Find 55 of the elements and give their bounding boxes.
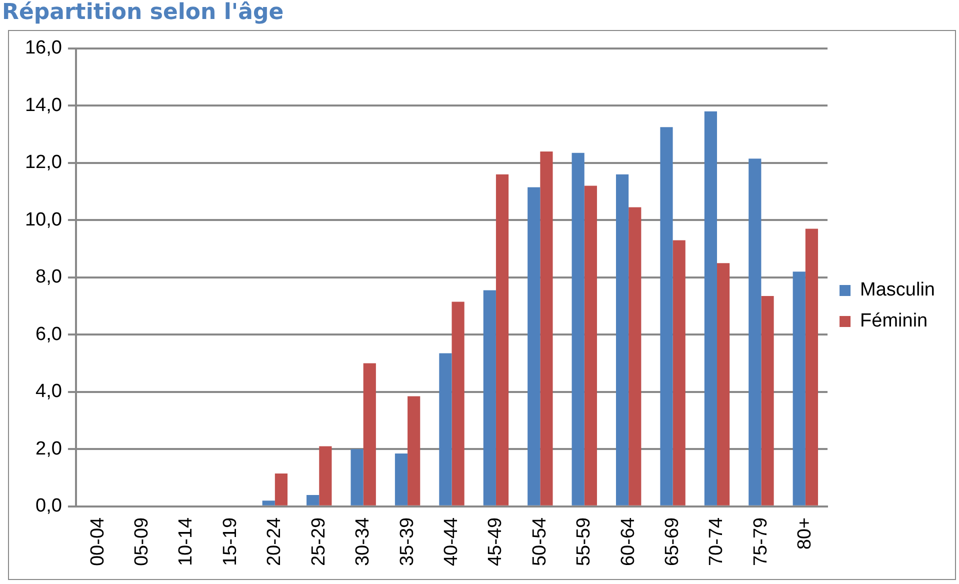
x-tick-label: 70-74 xyxy=(706,516,728,566)
x-tick-label: 45-49 xyxy=(485,517,506,566)
x-tick-label: 35-39 xyxy=(396,517,418,566)
y-tick-label: 16,0 xyxy=(24,38,62,59)
bar xyxy=(672,240,686,506)
bar xyxy=(528,187,540,506)
x-tick-label: 80+ xyxy=(794,517,816,550)
y-tick-label: 8,0 xyxy=(36,266,62,288)
bar xyxy=(572,152,584,506)
legend-label: Masculin xyxy=(860,280,936,301)
y-tick-label: 4,0 xyxy=(36,381,62,402)
y-tick-label: 14,0 xyxy=(24,94,62,116)
bar xyxy=(616,174,629,506)
bar xyxy=(540,151,553,506)
bar xyxy=(628,207,642,506)
bar xyxy=(306,494,320,506)
legend-label: Féminin xyxy=(860,310,928,332)
bar xyxy=(394,453,408,506)
y-tick-label: 12,0 xyxy=(24,152,62,174)
bar xyxy=(452,302,464,506)
bar xyxy=(660,127,673,506)
x-tick-label: 50-54 xyxy=(529,516,550,566)
x-tick-label: 05-09 xyxy=(132,517,153,566)
bar xyxy=(792,272,806,506)
bar xyxy=(584,186,597,506)
x-tick-label: 20-24 xyxy=(264,516,286,566)
x-tick-label: 65-69 xyxy=(662,517,684,566)
x-tick-label: 60-64 xyxy=(618,516,639,566)
x-tick-label: 75-79 xyxy=(750,517,772,566)
bar xyxy=(748,158,762,506)
y-tick-label: 10,0 xyxy=(24,209,62,230)
bar xyxy=(483,290,496,506)
y-tick-label: 0,0 xyxy=(36,496,62,517)
x-tick-label: 25-29 xyxy=(308,517,330,566)
x-tick-label: 30-34 xyxy=(352,516,374,566)
x-tick-label: 00-04 xyxy=(87,516,108,566)
x-tick-label: 55-59 xyxy=(574,517,595,566)
x-tick-label: 15-19 xyxy=(220,517,241,566)
bar xyxy=(439,353,452,506)
bar xyxy=(363,363,376,506)
x-tick-label: 40-44 xyxy=(440,516,462,566)
bar xyxy=(262,500,275,506)
chart-title: Répartition selon l'âge xyxy=(2,0,284,25)
x-tick-label: 10-14 xyxy=(176,516,197,566)
bar xyxy=(350,449,364,506)
bar xyxy=(717,263,730,506)
bar xyxy=(408,396,420,506)
bar xyxy=(319,446,332,506)
bar xyxy=(704,111,718,506)
bar xyxy=(805,228,818,506)
bar xyxy=(761,296,774,506)
y-tick-label: 2,0 xyxy=(36,438,62,460)
y-tick-label: 6,0 xyxy=(36,324,62,345)
bar xyxy=(274,473,288,506)
bar xyxy=(496,174,509,506)
